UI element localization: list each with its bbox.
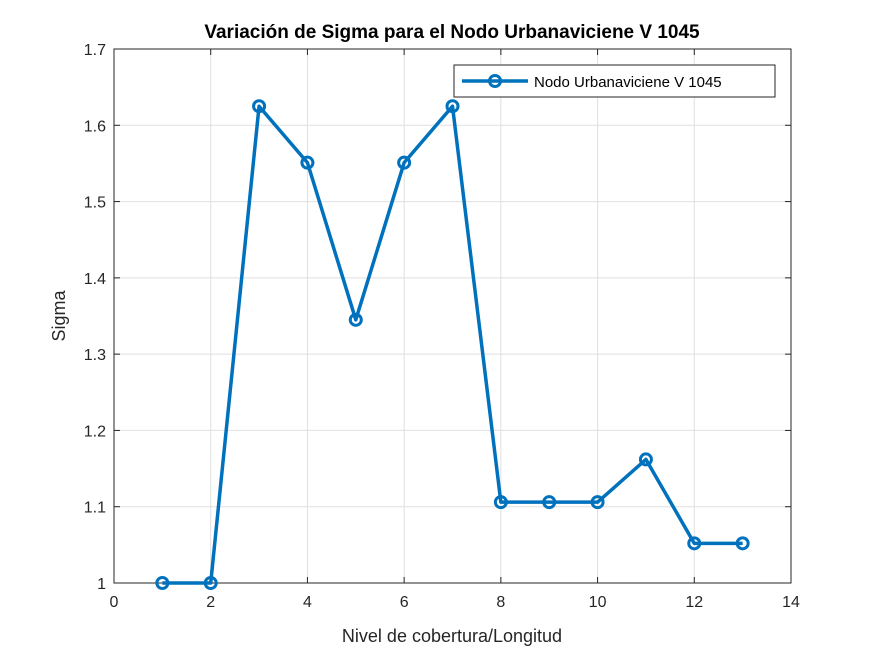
data-point-marker (397, 155, 412, 170)
data-point-marker (638, 452, 653, 467)
y-tick-label: 1.7 (84, 42, 106, 59)
data-point-marker (252, 99, 267, 114)
data-point-marker (300, 155, 315, 170)
series-line (162, 104, 743, 585)
plot-area (114, 49, 791, 583)
data-point-marker (203, 576, 218, 590)
x-tick-label: 0 (110, 594, 119, 611)
legend: Nodo Urbanaviciene V 1045 (453, 64, 776, 98)
x-axis-label: Nivel de cobertura/Longitud (342, 626, 562, 646)
data-point-marker (348, 312, 363, 327)
legend-label: Nodo Urbanaviciene V 1045 (534, 74, 722, 91)
data-point-marker (687, 536, 702, 551)
data-point-marker (735, 536, 750, 551)
data-point-marker (493, 495, 508, 510)
data-point-marker (590, 495, 605, 510)
axes-box (113, 48, 792, 584)
legend-marker (488, 74, 502, 88)
x-tick-label: 14 (782, 594, 800, 611)
y-tick-label: 1.3 (84, 347, 106, 364)
y-axis-label: Sigma (49, 290, 69, 342)
x-tick-label: 8 (496, 594, 505, 611)
data-point-marker (155, 576, 170, 590)
y-tick-label: 1 (97, 576, 106, 593)
data-point-marker (445, 99, 460, 114)
data-point-marker (542, 495, 557, 510)
y-tick-label: 1.2 (84, 423, 106, 440)
x-tick-label: 6 (400, 594, 409, 611)
y-tick-label: 1.5 (84, 195, 106, 212)
x-tick-label: 2 (206, 594, 215, 611)
x-tick-label: 4 (303, 594, 312, 611)
y-tick-label: 1.6 (84, 118, 106, 135)
x-tick-label: 12 (685, 594, 703, 611)
chart-title: Variación de Sigma para el Nodo Urbanavi… (204, 22, 700, 43)
y-tick-label: 1.1 (84, 500, 106, 517)
tick-labels: 0 2 4 6 8 10 12 14 1 1.1 1.2 1.3 1.4 1.5 1.6 1.7 (84, 42, 800, 611)
series (155, 99, 750, 590)
x-tick-label: 10 (589, 594, 607, 611)
y-tick-label: 1.4 (84, 271, 106, 288)
